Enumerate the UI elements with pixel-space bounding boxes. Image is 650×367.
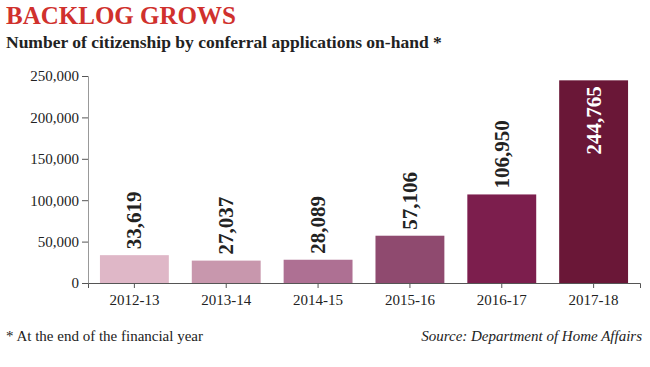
bar [467,194,536,283]
x-tick-mark [409,283,410,288]
bar [100,255,169,283]
chart: BACKLOG GROWS Number of citizenship by co… [0,0,650,367]
x-tick-mark [501,283,502,288]
y-axis-line [82,77,89,284]
x-tick-mark [134,283,135,288]
footnote: * At the end of the financial year [6,328,203,344]
y-tick-mark [82,283,88,284]
bars [100,80,628,283]
y-tick-mark [82,117,88,118]
x-tick-label: 2017-18 [569,292,619,308]
y-tick-label: 250,000 [30,68,79,84]
x-tick-mark [226,283,227,288]
y-tick-mark [82,242,88,243]
x-tick: 2015-16 [385,283,435,308]
subtitle: Number of citizenship by conferral appli… [6,32,442,52]
x-axis-line [89,284,641,289]
y-tick: 150,000 [30,151,88,167]
x-tick-label: 2014-15 [293,292,343,308]
bar [559,80,628,283]
x-tick: 2014-15 [293,283,343,308]
y-tick: 200,000 [30,110,88,126]
y-tick-label: 200,000 [30,110,79,126]
bar [375,236,444,283]
y-tick-mark [82,159,88,160]
y-tick-mark [82,200,88,201]
y-tick-label: 150,000 [30,151,79,167]
y-tick-label: 50,000 [38,234,79,250]
y-axis: 0 50,000 100,000 150,000 200,000 250,000 [30,68,88,291]
x-tick-label: 2015-16 [385,292,435,308]
data-label: 57,106 [398,172,422,230]
data-labels: 33,619 27,037 28,089 57,106 106,950 244,765 [122,86,605,254]
y-tick-label: 100,000 [30,193,79,209]
data-label: 244,765 [582,86,606,154]
y-tick: 0 [72,275,89,291]
x-tick: 2012-13 [109,283,159,308]
source: Source: Department of Home Affairs [421,328,642,344]
bar [192,261,261,283]
x-tick-mark [593,283,594,288]
data-label: 28,089 [306,196,330,254]
y-tick-mark [82,76,88,77]
data-label: 27,037 [214,197,238,255]
x-tick-label: 2016-17 [477,292,527,308]
bar [284,260,353,283]
x-tick: 2017-18 [569,283,619,308]
x-tick: 2016-17 [477,283,527,308]
y-tick: 50,000 [38,234,88,250]
x-axis: 2012-13 2013-14 2014-15 2015-16 2016-17 2017-… [89,283,641,308]
x-tick-mark [318,283,319,288]
x-tick-label: 2012-13 [109,292,159,308]
plot: 0 50,000 100,000 150,000 200,000 250,000 2012-… [30,68,640,307]
y-tick: 250,000 [30,68,88,84]
title: BACKLOG GROWS [6,2,236,29]
data-label: 106,950 [490,120,514,188]
data-label: 33,619 [122,191,146,249]
y-tick-label: 0 [72,275,80,291]
x-tick-label: 2013-14 [201,292,251,308]
x-tick: 2013-14 [201,283,251,308]
y-tick: 100,000 [30,193,88,209]
